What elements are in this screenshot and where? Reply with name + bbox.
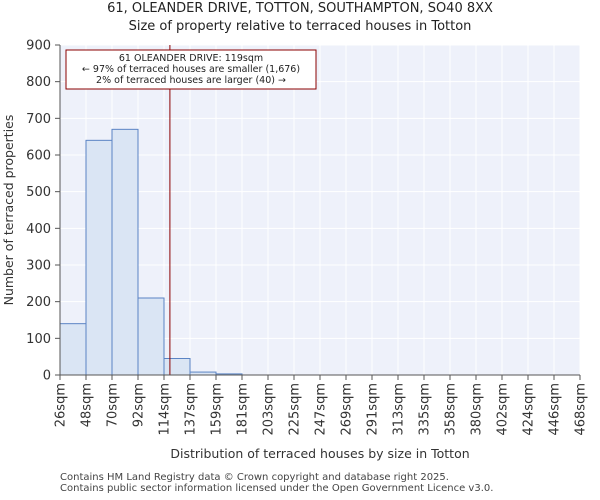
x-tick-label: 92sqm xyxy=(132,383,147,427)
x-tick-label: 225sqm xyxy=(288,383,303,436)
y-tick-label: 400 xyxy=(26,222,51,237)
footer-line-1: Contains HM Land Registry data © Crown c… xyxy=(60,472,449,483)
y-tick-label: 800 xyxy=(26,75,51,90)
x-tick-label: 291sqm xyxy=(366,383,381,436)
y-tick-label: 200 xyxy=(26,295,51,310)
annotation-rect xyxy=(65,49,317,90)
x-tick-label: 137sqm xyxy=(184,383,199,436)
x-tick-label: 335sqm xyxy=(418,383,433,436)
bar xyxy=(85,139,113,376)
footer-line-2: Contains public sector information licen… xyxy=(60,483,494,494)
x-tick-label: 70sqm xyxy=(106,383,121,427)
x-tick-label: 203sqm xyxy=(262,383,277,436)
y-tick-label: 700 xyxy=(26,112,51,127)
x-tick-label: 380sqm xyxy=(470,383,485,436)
x-tick-label: 48sqm xyxy=(80,383,95,427)
bar xyxy=(59,323,87,376)
y-tick-label: 0 xyxy=(43,369,51,384)
bar xyxy=(111,128,139,376)
x-tick-label: 181sqm xyxy=(236,383,251,436)
x-tick-label: 468sqm xyxy=(574,383,589,436)
x-tick-label: 269sqm xyxy=(340,383,355,436)
y-tick-label: 500 xyxy=(26,185,51,200)
chart-subtitle: Size of property relative to terraced ho… xyxy=(128,19,472,34)
y-tick-label: 600 xyxy=(26,149,51,164)
bar xyxy=(137,297,165,376)
grid-lines xyxy=(59,44,581,376)
x-tick-label: 313sqm xyxy=(392,383,407,436)
x-tick-labels: 26sqm 48sqm 70sqm 92sqm 114sqm 137sqm 159sqm 18… xyxy=(54,375,589,436)
bar xyxy=(163,358,191,376)
y-tick-labels: 0 100 200 300 400 500 600 700 800 900 xyxy=(26,39,60,384)
x-tick-label: 159sqm xyxy=(210,383,225,436)
y-tick-label: 100 xyxy=(26,332,51,347)
annotation-line-2: ← 97% of terraced houses are smaller (1,… xyxy=(82,64,300,75)
annotation-line-3: 2% of terraced houses are larger (40) → xyxy=(96,75,286,86)
annotation-line-1: 61 OLEANDER DRIVE: 119sqm xyxy=(119,53,263,64)
x-tick-label: 26sqm xyxy=(54,383,69,427)
x-tick-label: 358sqm xyxy=(444,383,459,436)
y-axis-label: Number of terraced properties xyxy=(1,115,16,306)
y-tick-label: 300 xyxy=(26,259,51,274)
x-tick-label: 402sqm xyxy=(496,383,511,436)
x-tick-label: 114sqm xyxy=(158,383,173,436)
x-tick-label: 247sqm xyxy=(314,383,329,436)
bars xyxy=(59,128,243,376)
x-tick-label: 446sqm xyxy=(548,383,563,436)
x-tick-label: 424sqm xyxy=(522,383,537,436)
y-tick-label: 900 xyxy=(26,39,51,54)
annotation-box: 61 OLEANDER DRIVE: 119sqm ← 97% of terra… xyxy=(65,49,317,90)
bar-chart: 0 100 200 300 400 500 600 700 800 900 26sqm 48sqm 7… xyxy=(1,39,589,462)
x-axis-label: Distribution of terraced houses by size … xyxy=(170,446,469,461)
chart-title: 61, OLEANDER DRIVE, TOTTON, SOUTHAMPTON,… xyxy=(107,1,493,16)
